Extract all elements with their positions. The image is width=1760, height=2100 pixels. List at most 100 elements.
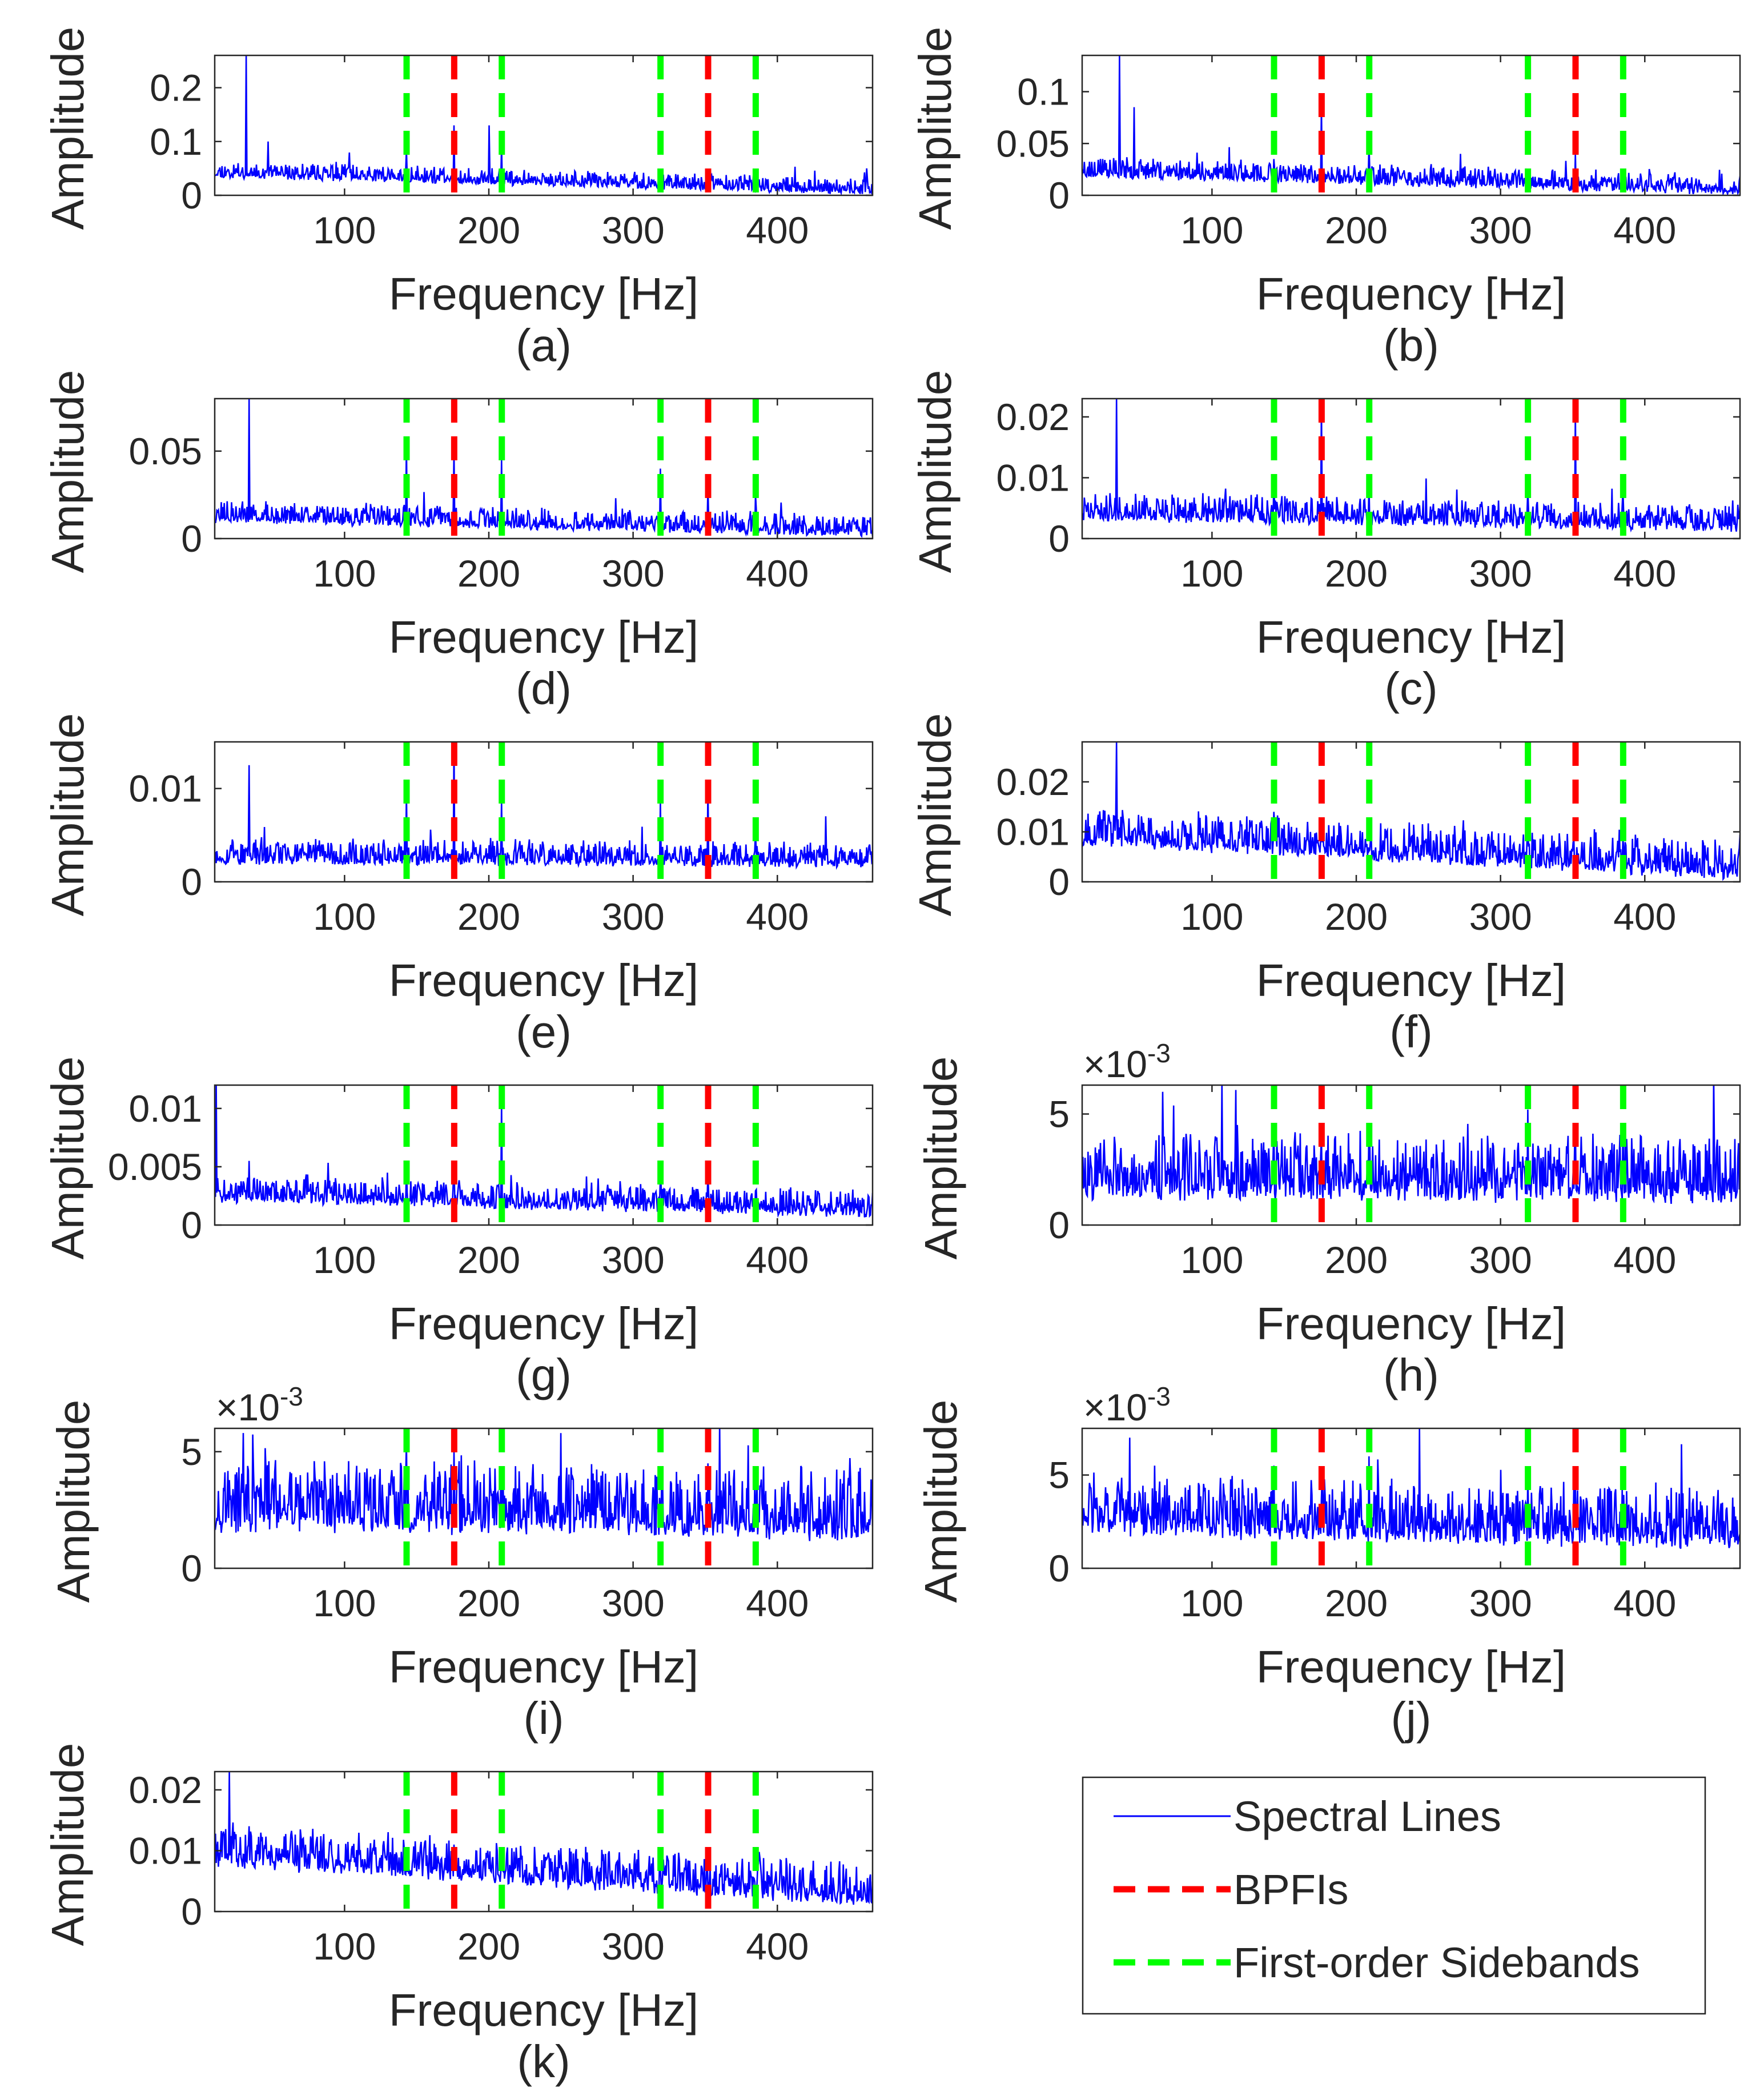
x-tick-label: 400 [746,1582,809,1624]
x-tick-label: 300 [602,1239,665,1281]
x-tick-label: 100 [1180,209,1243,251]
y-tick-label: 5 [1048,1454,1070,1496]
x-tick-label: 300 [602,896,665,938]
x-tick-label: 300 [602,552,665,595]
y-tick-label: 0.05 [996,122,1070,164]
subplot-caption: (g) [516,1350,572,1400]
x-tick-label: 200 [1325,896,1388,938]
legend: Spectral Lines BPFIs First-order Sidebands [1082,1776,1706,2015]
subplot-b: 100 200 300 400 0 0.05 0.1 Frequency [Hz] Amplit… [910,27,1741,371]
y-tick-label: 0 [181,1890,202,1933]
legend-label-0: Spectral Lines [1233,1793,1501,1840]
x-tick-label: 100 [1180,552,1243,595]
x-axis-label: Frequency [Hz] [389,612,698,662]
y-tick-label: 5 [181,1431,202,1473]
x-tick-label: 400 [746,1925,809,1968]
spectral-line [215,399,873,539]
y-axis-label: Amplitude [910,27,961,230]
spectral-line [215,1428,873,1541]
axes-box [214,1770,874,1913]
y-axis-label: Amplitude [910,370,961,573]
x-tick-label: 200 [1325,209,1388,251]
x-axis-label: Frequency [Hz] [1256,955,1566,1006]
y-tick-label: 0 [1048,861,1070,903]
axes-box [1081,741,1741,883]
subplot-e: 100 200 300 400 0 0.01 Frequency [Hz] Amplitude… [42,713,874,1057]
x-axis-label: Frequency [Hz] [389,1985,698,2035]
x-tick-label: 300 [1469,896,1532,938]
subplot-k: 100 200 300 400 0 0.01 0.02 Frequency [Hz] Ampli… [42,1743,874,2087]
x-tick-label: 200 [1325,552,1388,595]
spectral-line [1082,55,1740,195]
spectral-line [1082,742,1740,881]
subplot-caption: (a) [516,320,572,371]
subplot-caption: (e) [516,1006,572,1057]
axes-box [1081,397,1741,540]
x-tick-label: 400 [746,1239,809,1281]
y-tick-label: 0 [181,861,202,903]
y-exponent-label: ×10-3 [1083,1038,1171,1085]
x-axis-label: Frequency [Hz] [389,955,698,1006]
x-tick-label: 200 [1325,1239,1388,1281]
subplot-h: 100 200 300 400 0 5 ×10-3 Frequency [Hz] Amplitu… [915,1038,1741,1400]
subplot-j: 100 200 300 400 0 5 ×10-3 Frequency [Hz] Amplitu… [915,1382,1741,1744]
y-exponent-label: ×10-3 [1083,1382,1171,1428]
y-axis-label: Amplitude [915,1057,966,1260]
y-tick-label: 0.01 [996,811,1070,853]
x-axis-label: Frequency [Hz] [1256,268,1566,319]
x-tick-label: 200 [457,1239,520,1281]
y-tick-label: 0 [1048,174,1070,216]
axes-box [214,1084,874,1226]
x-tick-label: 200 [457,1582,520,1624]
y-tick-label: 0 [181,517,202,560]
axes-box [214,1427,874,1569]
subplot-caption: (k) [517,2036,570,2087]
x-tick-label: 400 [746,209,809,251]
y-exponent-label: ×10-3 [216,1382,303,1428]
x-tick-label: 100 [313,1582,376,1624]
axes-box [1081,1427,1741,1569]
x-tick-label: 400 [1613,552,1676,595]
y-tick-label: 0 [181,174,202,216]
x-tick-label: 400 [1613,896,1676,938]
y-tick-label: 0.02 [129,1769,202,1811]
y-tick-label: 0 [181,1204,202,1246]
x-axis-label: Frequency [Hz] [389,268,698,319]
y-tick-label: 0 [1048,1204,1070,1246]
x-tick-label: 300 [1469,1582,1532,1624]
x-tick-label: 200 [457,896,520,938]
x-tick-label: 300 [1469,552,1532,595]
subplot-caption: (i) [523,1693,564,1744]
subplot-caption: (f) [1389,1006,1433,1057]
x-tick-label: 100 [313,896,376,938]
y-axis-label: Amplitude [910,713,961,917]
x-tick-label: 200 [457,1925,520,1968]
x-tick-label: 400 [746,896,809,938]
x-tick-label: 100 [1180,1239,1243,1281]
y-axis-label: Amplitude [915,1400,966,1603]
x-tick-label: 400 [746,552,809,595]
x-tick-label: 300 [602,1925,665,1968]
x-tick-label: 100 [313,1239,376,1281]
subplot-c: 100 200 300 400 0 0.01 0.02 Frequency [Hz] Ampli… [910,370,1741,714]
legend-label-2: First-order Sidebands [1233,1939,1640,1986]
subplot-caption: (b) [1383,320,1439,371]
axes-box [214,397,874,540]
subplot-g: 100 200 300 400 0 0.005 0.01 Frequency [Hz] Ampl… [42,1057,874,1400]
y-tick-label: 0 [1048,517,1070,560]
y-tick-label: 0.1 [1017,71,1070,113]
spectral-line [215,1085,873,1218]
x-axis-label: Frequency [Hz] [1256,1641,1566,1692]
spectral-line [215,55,873,195]
subplot-a: 100 200 300 400 0 0.1 0.2 Frequency [Hz] Amplitu… [42,27,874,371]
x-axis-label: Frequency [Hz] [389,1641,698,1692]
subplot-caption: (c) [1384,663,1437,714]
x-tick-label: 200 [1325,1582,1388,1624]
x-axis-label: Frequency [Hz] [1256,612,1566,662]
x-tick-label: 100 [1180,896,1243,938]
y-tick-label: 0.005 [108,1146,202,1188]
x-tick-label: 400 [1613,209,1676,251]
x-tick-label: 100 [313,209,376,251]
y-tick-label: 0 [1048,1547,1070,1589]
x-tick-label: 200 [457,209,520,251]
